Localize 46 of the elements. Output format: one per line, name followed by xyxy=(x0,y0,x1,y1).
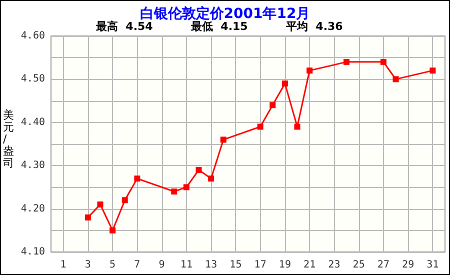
point xyxy=(84,214,91,220)
point xyxy=(380,58,386,65)
y-tick-label: 4.50 xyxy=(20,74,45,85)
y-tick-label: 4.40 xyxy=(20,116,45,128)
point xyxy=(110,227,116,234)
point xyxy=(306,68,313,74)
text: 最低 4.15 xyxy=(190,20,248,33)
point xyxy=(97,201,104,208)
x-tick-label: 19 xyxy=(278,260,291,270)
y-tick-label: 4.60 xyxy=(20,30,45,42)
x-tick-label: 29 xyxy=(402,260,414,270)
x-tick-label: 25 xyxy=(352,260,365,270)
point xyxy=(171,188,178,195)
x-tick-label: 13 xyxy=(205,260,218,270)
point xyxy=(208,176,214,182)
x-tick-label: 3 xyxy=(84,260,91,270)
point xyxy=(122,197,128,204)
point xyxy=(257,124,264,130)
text: 平均 4.36 xyxy=(285,20,344,33)
y-tick-label: 4.20 xyxy=(20,203,45,214)
x-tick-label: 1 xyxy=(60,260,66,270)
x-tick-label: 7 xyxy=(134,260,140,270)
x-tick-label: 17 xyxy=(254,260,266,270)
x-tick-label: 9 xyxy=(158,260,165,270)
x-tick-label: 15 xyxy=(230,260,242,270)
x-tick-label: 21 xyxy=(304,260,316,270)
point xyxy=(392,76,399,82)
point xyxy=(294,124,300,130)
chart-title: 白银伦敦定价2001年12月 xyxy=(140,5,310,22)
x-tick-label: 5 xyxy=(110,260,116,270)
x-tick-label: 23 xyxy=(328,260,340,270)
point xyxy=(196,166,202,173)
y-tick-label: 4.30 xyxy=(20,160,45,172)
point xyxy=(282,80,288,87)
point xyxy=(430,68,436,74)
point xyxy=(270,102,276,108)
x-tick-label: 31 xyxy=(426,260,439,270)
y-tick-label: 4.10 xyxy=(20,246,45,258)
point xyxy=(344,58,350,65)
x-tick-label: 11 xyxy=(180,260,192,270)
point xyxy=(220,136,226,143)
y-axis-title: 美元/盎司 xyxy=(3,108,14,170)
x-tick-label: 27 xyxy=(377,260,390,270)
point xyxy=(134,176,140,182)
text: 最高 4.54 xyxy=(95,20,154,33)
point xyxy=(183,184,190,190)
